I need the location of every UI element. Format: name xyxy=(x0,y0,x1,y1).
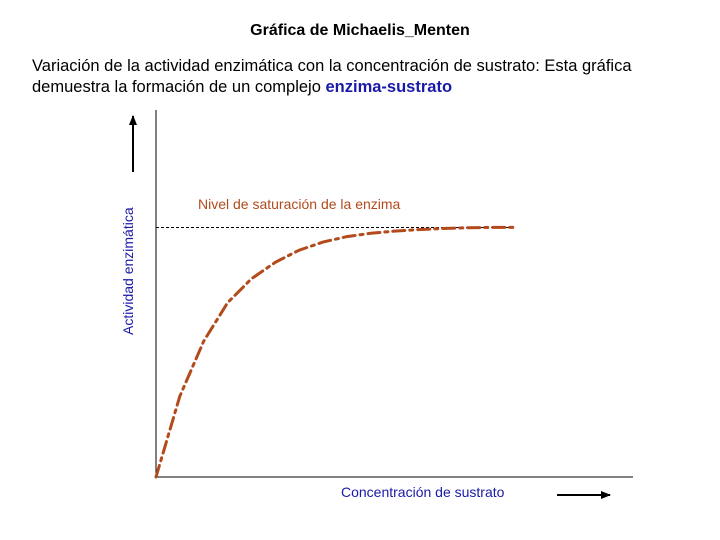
subtitle-highlight: enzima-sustrato xyxy=(325,78,453,96)
x-axis-label: Concentración de sustrato xyxy=(341,484,505,500)
subtitle-text: Variación de la actividad enzimática con… xyxy=(32,57,632,96)
saturation-annotation: Nivel de saturación de la enzima xyxy=(198,196,401,212)
saturation-curve xyxy=(154,225,516,479)
chart-subtitle: Variación de la actividad enzimática con… xyxy=(32,56,672,98)
y-axis-label: Actividad enzimática xyxy=(120,207,136,335)
chart-title: Gráfica de Michaelis_Menten xyxy=(250,22,470,39)
